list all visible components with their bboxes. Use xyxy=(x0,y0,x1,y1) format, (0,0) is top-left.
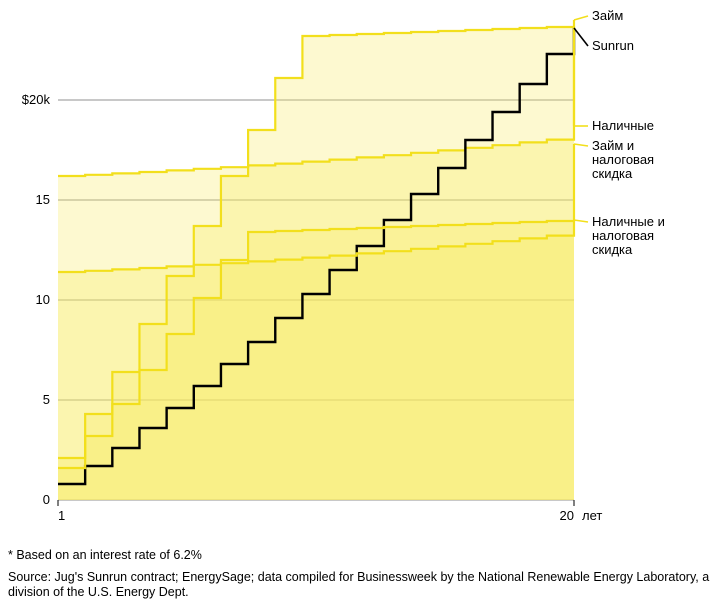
footnote-source: Source: Jug's Sunrun contract; EnergySag… xyxy=(8,570,721,601)
series-label-cash_rebate: скидка xyxy=(592,242,633,257)
x-tick-label: 1 xyxy=(58,508,65,523)
series-label-sunrun: Sunrun xyxy=(592,38,634,53)
cost-step-chart: 0 5 10 15 $20k 1 20 лет Займ Sunrun Наличные Займ и… xyxy=(6,2,721,542)
series-label-loan_rebate: налоговая xyxy=(592,152,654,167)
y-tick-label: 0 xyxy=(43,492,50,507)
y-tick-label: 5 xyxy=(43,392,50,407)
series-label-cash: Наличные xyxy=(592,118,654,133)
series-label-loan_rebate: Займ и xyxy=(592,138,634,153)
label-lead-sunrun xyxy=(574,28,588,46)
label-lead-loan_rebate xyxy=(574,144,588,146)
y-tick-label: 10 xyxy=(36,292,50,307)
series-label-cash_rebate: Наличные и xyxy=(592,214,665,229)
label-lead-loan xyxy=(574,16,588,20)
x-unit-label: лет xyxy=(582,508,602,523)
footnote-rate: * Based on an interest rate of 6.2% xyxy=(8,548,721,564)
label-lead-cash_rebate xyxy=(574,220,588,222)
y-tick-label: 15 xyxy=(36,192,50,207)
x-tick-label: 20 xyxy=(560,508,574,523)
series-label-loan: Займ xyxy=(592,8,623,23)
series-label-cash_rebate: налоговая xyxy=(592,228,654,243)
y-tick-label: $20k xyxy=(22,92,51,107)
series-label-loan_rebate: скидка xyxy=(592,166,633,181)
